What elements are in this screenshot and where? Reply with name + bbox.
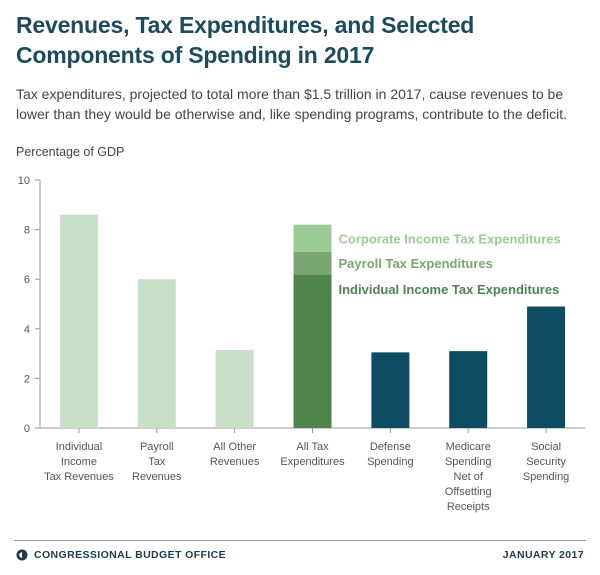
x-category-label: Payroll Tax Revenues (132, 441, 182, 483)
y-tick-label: 10 (18, 175, 30, 187)
y-tick-label: 4 (24, 324, 30, 336)
y-tick-label: 6 (24, 274, 30, 286)
chart-subtitle: Tax expenditures, projected to total mor… (16, 86, 567, 122)
publication-date: JANUARY 2017 (502, 549, 584, 561)
chart-title-line-2: Components of Spending in 2017 (16, 42, 375, 68)
bar (527, 306, 566, 428)
cbo-seal-icon (16, 549, 28, 561)
y-tick-label: 8 (24, 225, 30, 237)
x-category-label: Social Security Spending (523, 441, 570, 483)
x-category-label: Medicare Spending Net of Offsetting Receipts (445, 441, 492, 513)
x-category-label: All Other Revenues (210, 441, 260, 468)
bar-segment-corporate (293, 224, 332, 252)
footer-divider (14, 540, 586, 541)
annotation-individual: Individual Income Tax Expenditures (339, 282, 560, 297)
x-category-label: Individual Income Tax Revenues (44, 441, 114, 483)
y-axis-label: Percentage of GDP (16, 145, 125, 159)
annotation-payroll: Payroll Tax Expenditures (339, 256, 493, 271)
annotation-corporate: Corporate Income Tax Expenditures (339, 231, 561, 246)
x-category-label: Defense Spending (367, 441, 414, 468)
y-tick-label: 0 (24, 423, 30, 435)
x-category-label: All Tax Expenditures (280, 441, 345, 468)
bar (137, 279, 176, 428)
organization-name: CONGRESSIONAL BUDGET OFFICE (34, 549, 227, 561)
bar-segment-individual (293, 274, 332, 428)
bar (59, 214, 98, 428)
bar-segment-payroll (293, 251, 332, 275)
footer-organization: CONGRESSIONAL BUDGET OFFICE (16, 549, 226, 561)
chart-title: Revenues, Tax Expenditures, and Selected… (16, 10, 576, 70)
chart-title-line-1: Revenues, Tax Expenditures, and Selected (16, 12, 475, 38)
bar (215, 349, 254, 428)
bar (449, 351, 488, 428)
y-tick-label: 2 (24, 373, 30, 385)
bar (371, 352, 410, 428)
